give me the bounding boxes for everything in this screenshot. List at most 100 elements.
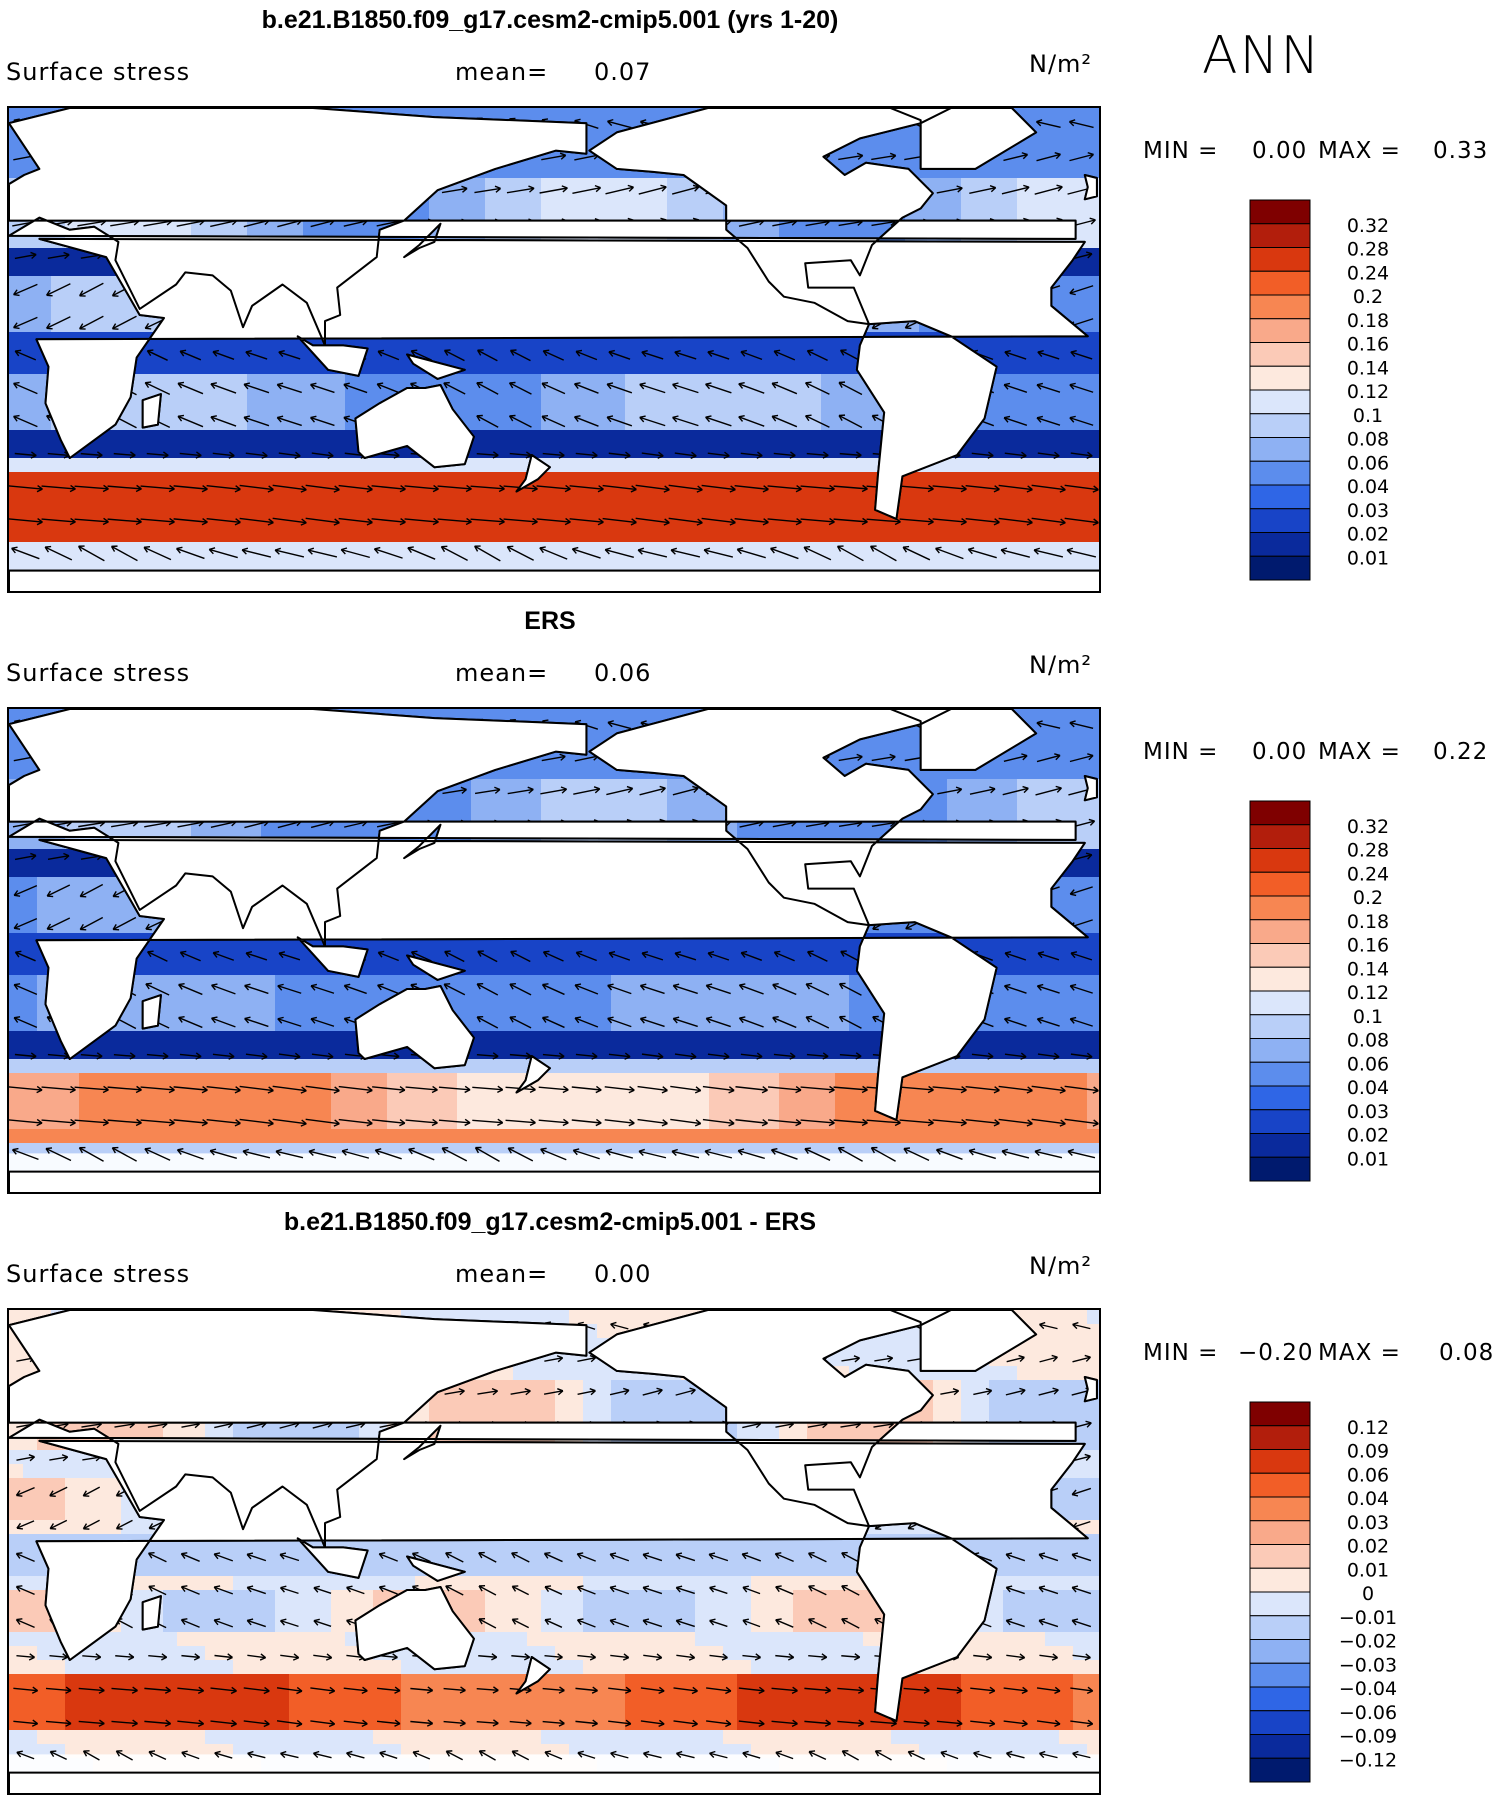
field-cell — [737, 388, 752, 403]
field-cell — [275, 220, 290, 235]
field-cell — [821, 360, 836, 375]
wind-vector-head — [630, 485, 637, 493]
field-cell — [373, 542, 388, 557]
field-cell — [9, 248, 24, 263]
wind-vector — [74, 518, 109, 523]
wind-vector — [143, 546, 172, 561]
field-cell — [317, 402, 332, 417]
field-cell — [149, 486, 164, 501]
field-cell — [779, 374, 794, 389]
wind-vector — [441, 187, 468, 194]
field-cell — [989, 807, 1004, 822]
field-cell — [723, 430, 738, 445]
field-cell — [1003, 444, 1018, 459]
field-cell — [639, 402, 654, 417]
field-cell — [1031, 807, 1046, 822]
field-cell — [835, 500, 850, 515]
field-cell — [877, 528, 892, 543]
field-cell — [541, 206, 556, 221]
field-cell — [387, 542, 402, 557]
field-cell — [933, 793, 948, 808]
field-cell — [387, 458, 402, 473]
field-cell — [331, 444, 346, 459]
field-cell — [1087, 150, 1099, 165]
field-cell — [65, 318, 80, 333]
field-cell — [457, 807, 472, 822]
field-cell — [849, 500, 864, 515]
wind-vector — [838, 381, 863, 396]
wind-vector — [245, 452, 268, 457]
field-cell — [289, 220, 304, 235]
field-cell — [9, 444, 24, 459]
wind-vector — [477, 349, 498, 362]
field-cell — [345, 556, 360, 571]
field-cell — [625, 374, 640, 389]
wind-vector — [1036, 153, 1061, 162]
field-cell — [1017, 388, 1032, 403]
wind-vector — [639, 383, 666, 394]
field-cell — [191, 388, 206, 403]
field-cell — [177, 360, 192, 375]
wind-vector-head — [432, 517, 439, 526]
field-cell — [303, 416, 318, 431]
field-cell — [303, 220, 318, 235]
wind-vector-head — [176, 546, 183, 554]
field-cell — [905, 751, 920, 766]
wind-vector — [444, 349, 465, 362]
field-cell — [527, 709, 542, 724]
field-cell — [849, 444, 864, 459]
field-cell — [555, 765, 570, 780]
field-cell — [625, 360, 640, 375]
units-label: N/m² — [1029, 50, 1093, 78]
field-cell — [1031, 514, 1046, 529]
field-cell — [331, 374, 346, 389]
field-cell — [429, 472, 444, 487]
field-cell — [681, 430, 696, 445]
wind-vector — [371, 485, 406, 490]
wind-vector — [112, 315, 137, 330]
field-cell — [9, 877, 24, 892]
wind-vector-head — [740, 349, 748, 357]
wind-vector — [965, 517, 1000, 524]
variable-label: Surface stress — [6, 659, 191, 687]
field-cell — [485, 542, 500, 557]
field-cell — [765, 360, 780, 375]
field-cell — [135, 430, 150, 445]
field-cell — [541, 430, 556, 445]
field-cell — [681, 556, 696, 571]
wind-vector — [212, 350, 235, 361]
field-cell — [65, 248, 80, 263]
field-cell — [9, 276, 24, 291]
field-cell — [1059, 891, 1074, 906]
field-cell — [527, 807, 542, 822]
wind-vector — [575, 350, 598, 361]
field-cell — [513, 206, 528, 221]
variable-label: Surface stress — [6, 58, 191, 86]
field-cell — [401, 500, 416, 515]
wind-vector — [476, 382, 499, 395]
field-cell — [37, 472, 52, 487]
field-cell — [541, 444, 556, 459]
colorbar-tick-label: 0.28 — [1347, 239, 1389, 261]
colorbar-swatch — [1249, 389, 1311, 415]
field-cell — [989, 500, 1004, 515]
wind-vector — [703, 549, 734, 558]
field-cell — [1031, 793, 1046, 808]
field-cell — [429, 556, 444, 571]
field-cell — [597, 765, 612, 780]
field-cell — [79, 304, 94, 319]
field-cell — [625, 444, 640, 459]
field-cell — [499, 430, 514, 445]
field-cell — [1087, 723, 1099, 738]
wind-vector — [46, 283, 71, 296]
field-cell — [9, 849, 24, 864]
field-cell — [513, 807, 528, 822]
field-cell — [1031, 402, 1046, 417]
field-cell — [569, 765, 584, 780]
field-cell — [289, 360, 304, 375]
field-cell — [947, 486, 962, 501]
field-cell — [135, 556, 150, 571]
field-cell — [93, 528, 108, 543]
field-cell — [51, 849, 66, 864]
field-cell — [65, 458, 80, 473]
